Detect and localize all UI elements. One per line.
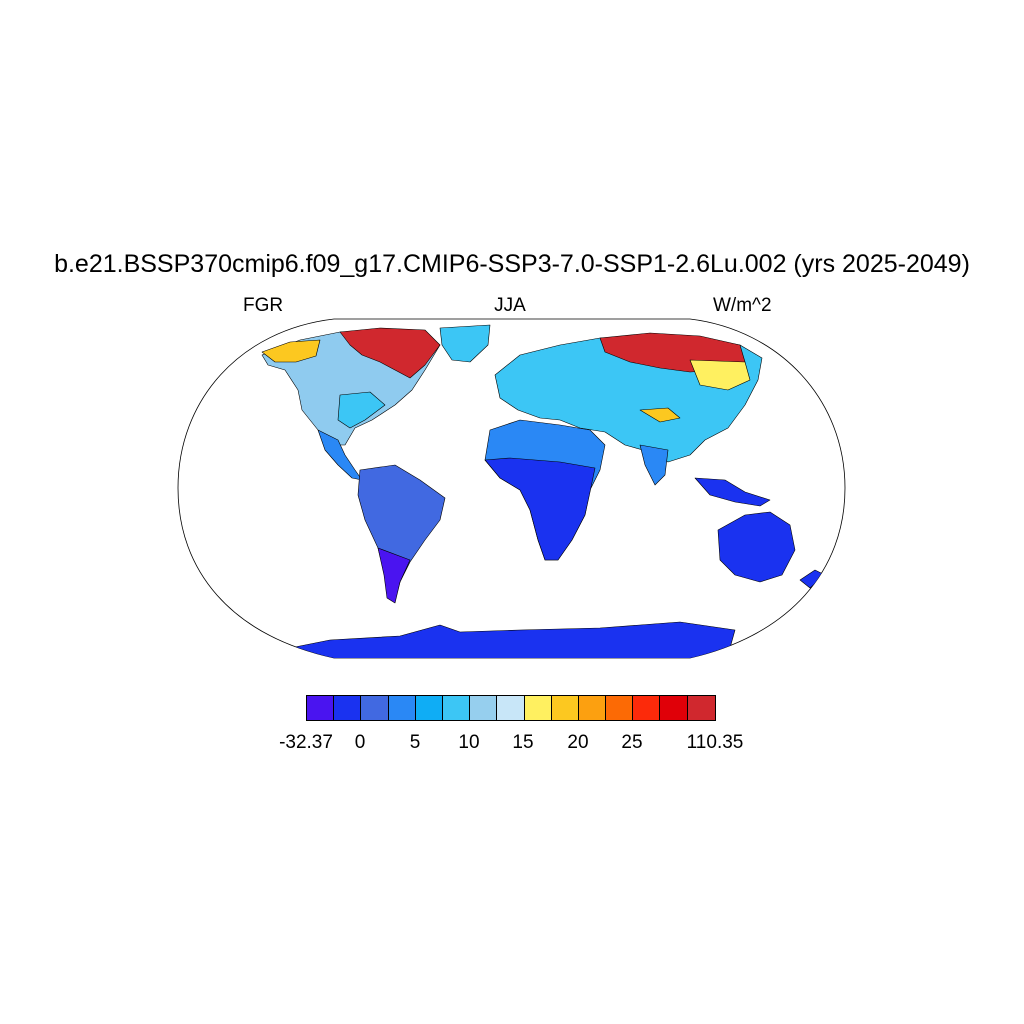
indonesia-landmass xyxy=(694,477,771,507)
plot-title: b.e21.BSSP370cmip6.f09_g17.CMIP6-SSP3-7.… xyxy=(54,250,970,278)
colorbar-tick-label: 10 xyxy=(458,732,480,753)
north-america-northern-region xyxy=(339,327,441,379)
north-america-alaska xyxy=(261,339,321,363)
colorbar-box xyxy=(334,696,362,720)
colorbar-box xyxy=(660,696,688,720)
colorbar-box xyxy=(388,696,416,720)
colorbar-tick-label: 15 xyxy=(512,732,534,753)
south-america-south xyxy=(377,547,411,604)
australia-landmass xyxy=(717,511,796,583)
colorbar-box xyxy=(578,696,607,720)
greenland-landmass xyxy=(439,324,491,363)
colorbar-box xyxy=(361,696,389,720)
colorbar-box xyxy=(633,696,661,720)
colorbar-box xyxy=(606,696,634,720)
colorbar-tick-label: 110.35 xyxy=(686,732,744,753)
colorbar xyxy=(306,695,716,721)
north-america-east xyxy=(337,391,386,429)
colorbar-box xyxy=(551,696,579,720)
colorbar-tick-label: 0 xyxy=(354,732,366,753)
antarctica-landmass xyxy=(289,621,736,658)
colorbar-box xyxy=(524,696,552,720)
africa-south xyxy=(484,457,596,561)
india-landmass xyxy=(639,444,669,486)
colorbar-box xyxy=(497,696,525,720)
colorbar-tick-label: 25 xyxy=(621,732,643,753)
colorbar-box xyxy=(415,696,443,720)
colorbar-tick-label: 20 xyxy=(567,732,589,753)
colorbar-box xyxy=(687,696,715,720)
east-siberia-region xyxy=(689,359,751,391)
units-label: W/m^2 xyxy=(713,295,772,316)
colorbar-box xyxy=(470,696,498,720)
season-label: JJA xyxy=(494,295,526,316)
tibet-region xyxy=(639,407,681,423)
colorbar-box xyxy=(442,696,471,720)
colorbar-box xyxy=(307,696,335,720)
colorbar-tick-label: 5 xyxy=(409,732,421,753)
colorbar-tick-label: -32.37 xyxy=(279,732,333,753)
variable-label: FGR xyxy=(243,295,284,316)
